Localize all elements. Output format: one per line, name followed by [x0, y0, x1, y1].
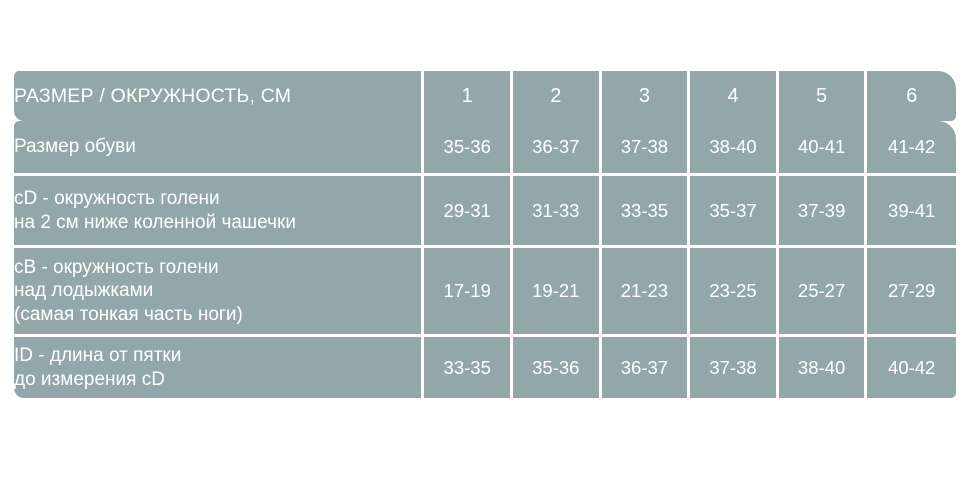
size-chart-container: РАЗМЕР / ОКРУЖНОСТЬ, СМ 1 2 3 4 5 6 Разм…	[14, 71, 956, 398]
cell-cb-4: 23-25	[690, 248, 779, 337]
header-cell-size-2: 2	[513, 71, 602, 121]
cell-shoe-size-1: 35-36	[424, 121, 514, 176]
cell-cb-1: 17-19	[424, 248, 514, 337]
cell-shoe-size-3: 37-38	[601, 121, 691, 176]
header-cell-size-4: 4	[690, 71, 779, 121]
cell-id-4: 37-38	[690, 337, 779, 398]
cell-shoe-size-4: 38-40	[690, 121, 779, 176]
table-row: ID - длина от пятки до измерения cD 33-3…	[14, 337, 956, 398]
header-cell-measurement: РАЗМЕР / ОКРУЖНОСТЬ, СМ	[14, 71, 425, 121]
table-row: cB - окружность голени над лодыжками (са…	[14, 248, 956, 337]
cell-cb-2: 19-21	[513, 248, 602, 337]
cell-cb-5: 25-27	[778, 248, 868, 337]
cell-id-2: 35-36	[513, 337, 602, 398]
cell-shoe-size-6: 41-42	[867, 121, 956, 176]
cell-shoe-size-5: 40-41	[778, 121, 868, 176]
table-body: Размер обуви 35-36 36-37 37-38 38-40 40-…	[14, 121, 956, 398]
header-cell-size-1: 1	[424, 71, 514, 121]
table-row: Размер обуви 35-36 36-37 37-38 38-40 40-…	[14, 121, 956, 176]
table-header: РАЗМЕР / ОКРУЖНОСТЬ, СМ 1 2 3 4 5 6	[14, 71, 956, 121]
cell-cb-6: 27-29	[867, 248, 956, 337]
cell-shoe-size-2: 36-37	[513, 121, 602, 176]
header-cell-size-5: 5	[778, 71, 868, 121]
cell-id-6: 40-42	[867, 337, 956, 398]
cell-id-5: 38-40	[778, 337, 868, 398]
cell-cd-5: 37-39	[778, 176, 868, 248]
cell-cd-1: 29-31	[424, 176, 514, 248]
cell-cd-6: 39-41	[867, 176, 956, 248]
cell-cd-2: 31-33	[513, 176, 602, 248]
row-label-id-heel-length: ID - длина от пятки до измерения cD	[14, 337, 425, 398]
cell-cd-3: 33-35	[601, 176, 691, 248]
header-cell-size-3: 3	[601, 71, 691, 121]
row-label-cd-calf-circumference: cD - окружность голени на 2 см ниже коле…	[14, 176, 425, 248]
header-cell-size-6: 6	[867, 71, 956, 121]
cell-cb-3: 21-23	[601, 248, 691, 337]
table-row: cD - окружность голени на 2 см ниже коле…	[14, 176, 956, 248]
cell-id-1: 33-35	[424, 337, 514, 398]
cell-id-3: 36-37	[601, 337, 691, 398]
cell-cd-4: 35-37	[690, 176, 779, 248]
table-header-row: РАЗМЕР / ОКРУЖНОСТЬ, СМ 1 2 3 4 5 6	[14, 71, 956, 121]
row-label-shoe-size: Размер обуви	[14, 121, 425, 176]
row-label-cb-ankle-circumference: cB - окружность голени над лодыжками (са…	[14, 248, 425, 337]
size-chart-table: РАЗМЕР / ОКРУЖНОСТЬ, СМ 1 2 3 4 5 6 Разм…	[14, 71, 956, 398]
